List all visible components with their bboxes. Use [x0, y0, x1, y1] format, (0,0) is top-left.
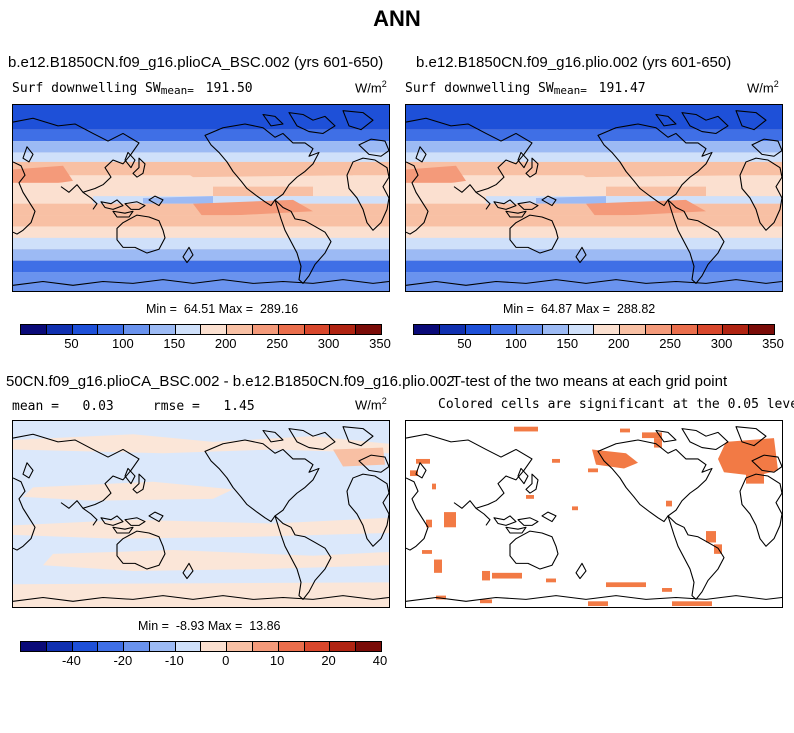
colorbar-tick-label: 350: [762, 336, 784, 351]
colorbar-segment: [45, 325, 72, 334]
colorbar-segment: [226, 642, 253, 651]
colorbar-tick-label: 200: [214, 336, 237, 351]
colorbar-segment: [277, 325, 304, 334]
colorbar-tick-label: 0: [222, 653, 230, 668]
map-ttest: [405, 420, 783, 608]
colorbar-segment: [567, 325, 594, 334]
colorbar-tick-label: 300: [710, 336, 733, 351]
panel-title-ttest: T-test of the two means at each grid poi…: [452, 373, 728, 390]
colorbar-segment: [414, 325, 439, 334]
colorbar-segment: [71, 325, 98, 334]
panel-subtitle-difference: mean = 0.03 rmse = 1.45: [12, 399, 255, 414]
colorbar-tick-label: 50: [64, 336, 79, 351]
minmax-difference: Min = -8.93 Max = 13.86: [138, 619, 281, 633]
colorbar-tick-label: 200: [607, 336, 630, 351]
colorbar-labels-absolute-right: 50 100 150 200 250 300 350: [413, 336, 784, 352]
colorbar-segment: [355, 642, 381, 651]
colorbar-tick-label: -10: [164, 653, 184, 668]
colorbar-segment: [670, 325, 697, 334]
colorbar-segment: [438, 325, 465, 334]
colorbar-segment: [277, 642, 304, 651]
colorbar-segment: [252, 325, 278, 334]
colorbar-tick-label: 50: [457, 336, 472, 351]
colorbar-segment: [226, 325, 253, 334]
colorbar-segment: [696, 325, 723, 334]
colorbar-segment: [619, 325, 646, 334]
colorbar-segment: [200, 325, 227, 334]
colorbar-segment: [200, 642, 227, 651]
colorbar-segment: [645, 325, 671, 334]
colorbar-segment: [148, 325, 175, 334]
colorbar-segment: [516, 325, 542, 334]
colorbar-absolute-left: [20, 324, 382, 335]
colorbar-tick-label: 40: [372, 653, 388, 668]
colorbar-segment: [748, 325, 774, 334]
colorbar-segment: [123, 642, 149, 651]
minmax-plio: Min = 64.87 Max = 288.82: [503, 302, 656, 316]
colorbar-absolute-right: [413, 324, 775, 335]
colorbar-segment: [303, 325, 330, 334]
colorbar-segment: [21, 642, 46, 651]
panel-title-plioca: b.e12.B1850CN.f09_g16.plioCA_BSC.002 (yr…: [8, 54, 384, 71]
panel-subtitle-ttest: Colored cells are significant at the 0.0…: [438, 397, 794, 412]
colorbar-difference: [20, 641, 382, 652]
colorbar-segment: [71, 642, 98, 651]
colorbar-segment: [355, 325, 381, 334]
colorbar-labels-difference: -40 -20 -10 0 10 20 40: [20, 653, 387, 669]
colorbar-segment: [464, 325, 491, 334]
colorbar-tick-label: 150: [556, 336, 579, 351]
colorbar-tick-label: -20: [113, 653, 133, 668]
colorbar-segment: [722, 325, 749, 334]
colorbar-segment: [593, 325, 620, 334]
colorbar-tick-label: 250: [659, 336, 681, 351]
panel-subtitle-plio: Surf downwelling SWmean= 191.47: [405, 81, 646, 97]
colorbar-segment: [174, 325, 201, 334]
colorbar-segment: [97, 325, 124, 334]
colorbar-tick-label: -40: [62, 653, 81, 668]
colorbar-segment: [21, 325, 46, 334]
units-label: W/m2: [355, 396, 387, 413]
map-difference: [12, 420, 390, 608]
units-label: W/m2: [355, 79, 387, 96]
colorbar-segment: [490, 325, 517, 334]
colorbar-tick-label: 150: [163, 336, 186, 351]
panel-title-plio: b.e12.B1850CN.f09_g16.plio.002 (yrs 601-…: [416, 54, 732, 71]
units-label: W/m2: [747, 79, 779, 96]
colorbar-tick-label: 250: [266, 336, 288, 351]
colorbar-tick-label: 100: [504, 336, 527, 351]
colorbar-segment: [541, 325, 568, 334]
panel-subtitle-plioca: Surf downwelling SWmean= 191.50: [12, 81, 253, 97]
main-title: ANN: [373, 6, 421, 31]
colorbar-segment: [123, 325, 149, 334]
panel-title-difference: 50CN.f09_g16.plioCA_BSC.002 - b.e12.B185…: [6, 373, 455, 390]
colorbar-segment: [97, 642, 124, 651]
colorbar-segment: [303, 642, 330, 651]
colorbar-tick-label: 300: [317, 336, 340, 351]
colorbar-segment: [252, 642, 278, 651]
colorbar-labels-absolute-left: 50 100 150 200 250 300 350: [20, 336, 391, 352]
colorbar-segment: [174, 642, 201, 651]
colorbar-segment: [329, 642, 356, 651]
colorbar-segment: [329, 325, 356, 334]
minmax-plioca: Min = 64.51 Max = 289.16: [146, 302, 299, 316]
colorbar-tick-label: 10: [269, 653, 285, 668]
colorbar-tick-label: 100: [111, 336, 134, 351]
colorbar-tick-label: 350: [369, 336, 391, 351]
colorbar-segment: [148, 642, 175, 651]
colorbar-segment: [45, 642, 72, 651]
colorbar-tick-label: 20: [321, 653, 336, 668]
map-plio: [405, 104, 783, 292]
map-plioca: [12, 104, 390, 292]
